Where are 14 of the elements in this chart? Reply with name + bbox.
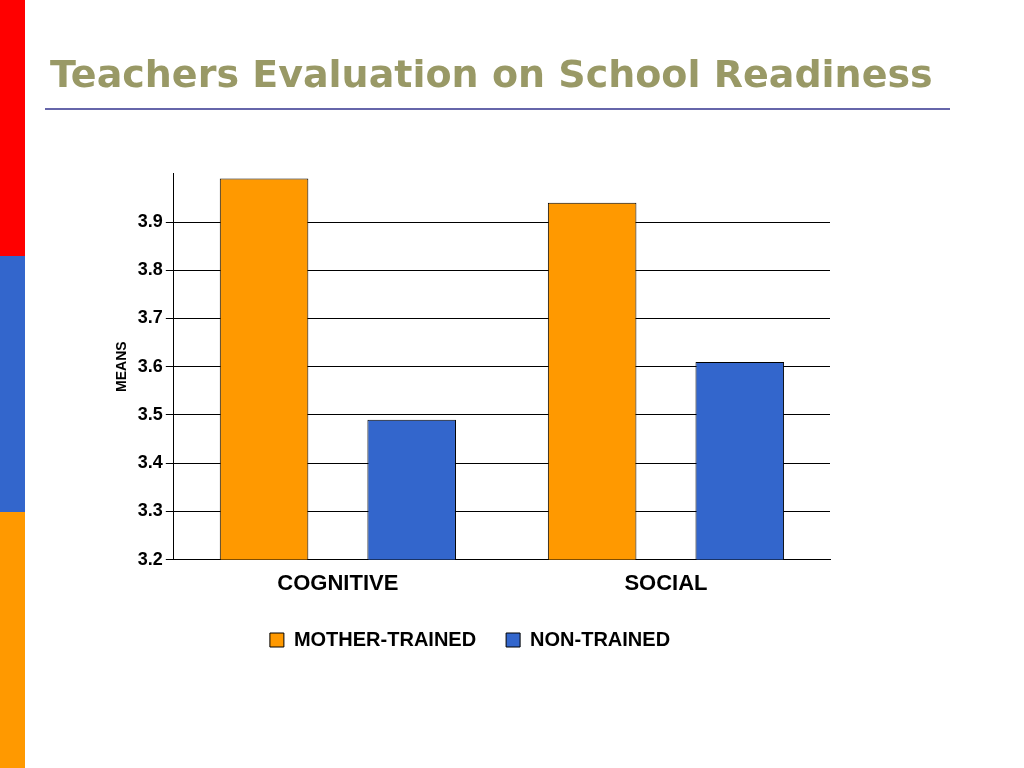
x-tick-label: SOCIAL (624, 569, 708, 595)
y-tick-label: 3.4 (137, 452, 163, 473)
legend-label: NON-TRAINED (530, 627, 671, 650)
y-axis-title: MEANS (113, 341, 130, 392)
y-tick-label: 3.6 (137, 355, 163, 376)
y-tick-label: 3.7 (137, 307, 163, 328)
y-tick-label: 3.8 (137, 259, 163, 280)
y-tick-label: 3.2 (137, 548, 163, 569)
y-tick-label: 3.5 (137, 403, 163, 424)
chart-title: Teachers Evaluation on School Readiness (50, 52, 934, 96)
x-tick-label: COGNITIVE (277, 569, 399, 595)
y-tick-label: 3.3 (137, 500, 163, 521)
y-tick-label: 3.9 (137, 210, 163, 231)
legend-label: MOTHER-TRAINED (293, 627, 477, 650)
